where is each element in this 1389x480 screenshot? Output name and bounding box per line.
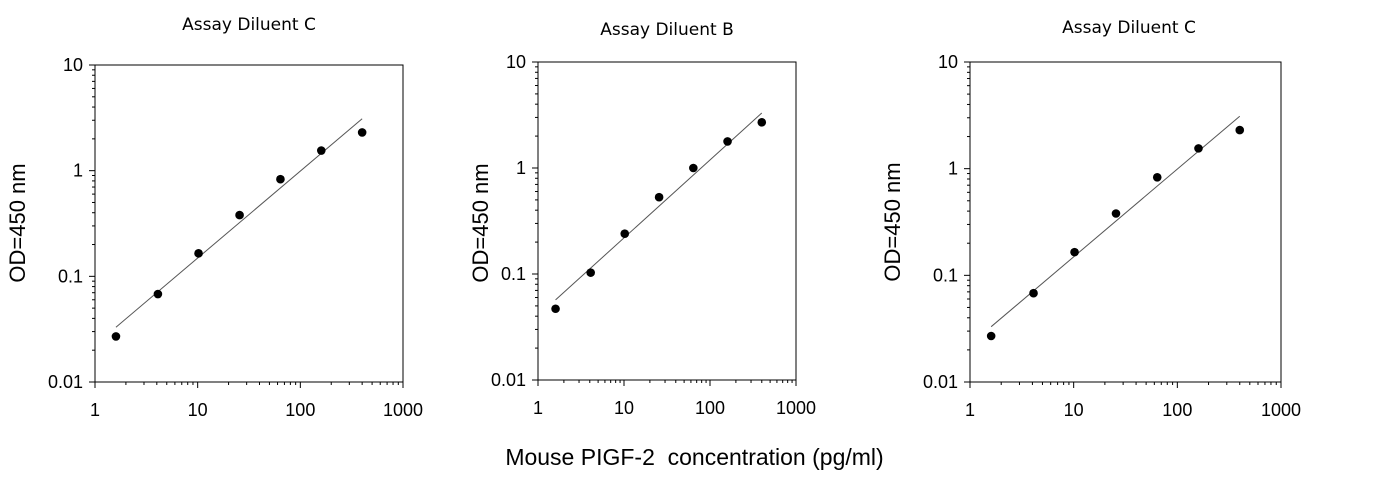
y-axis-label: OD=450 nm: [880, 162, 905, 281]
data-point: [1111, 209, 1121, 218]
y-tick-label: 1: [73, 161, 83, 181]
x-tick-label: 100: [1162, 400, 1192, 420]
data-point: [620, 229, 630, 238]
chart-title: Assay Diluent C: [1062, 18, 1196, 38]
data-point: [1152, 172, 1162, 182]
y-tick-label: 10: [506, 52, 526, 72]
data-point: [1070, 247, 1079, 257]
x-tick-label: 100: [285, 400, 315, 420]
data-point: [1029, 288, 1038, 298]
data-point: [1235, 125, 1245, 135]
plot-frame: [537, 61, 797, 381]
chart-1: Assay Diluent C OD=450 nm 1 10 100 1000 0.01 0.…: [5, 15, 423, 420]
data-point: [153, 289, 163, 299]
chart-3: Assay Diluent C OD=450 nm 1 10 100 1000 0.01 0.…: [880, 18, 1301, 420]
y-axis-label: OD=450 nm: [468, 163, 493, 282]
data-point: [194, 249, 203, 258]
data-point: [276, 174, 285, 184]
data-point: [357, 128, 367, 137]
x-tick-label: 1: [533, 398, 543, 418]
data-point: [586, 268, 595, 277]
x-tick-label: 10: [188, 400, 208, 420]
y-tick-label: 0.1: [501, 264, 526, 284]
plot-frame: [969, 61, 1282, 383]
y-tick-label: 0.01: [923, 372, 958, 392]
y-tick-label: 0.01: [48, 372, 83, 392]
x-tick-label: 1: [90, 400, 100, 420]
y-tick-label: 0.1: [58, 266, 83, 286]
y-tick-label: 1: [948, 159, 958, 179]
y-axis-label: OD=450 nm: [5, 163, 30, 282]
data-point: [986, 331, 996, 341]
chart-title: Assay Diluent B: [600, 20, 734, 40]
data-point: [235, 210, 244, 220]
y-tick-label: 1: [516, 158, 526, 178]
x-tick-label: 1000: [776, 398, 816, 418]
y-tick-label: 0.01: [491, 370, 526, 390]
x-tick-label: 10: [614, 398, 634, 418]
x-tick-label: 1000: [383, 400, 423, 420]
data-point: [1194, 144, 1203, 153]
y-tick-label: 10: [63, 55, 83, 75]
data-point: [316, 146, 326, 155]
data-point: [551, 304, 560, 314]
y-tick-label: 0.1: [933, 265, 958, 285]
x-tick-label: 1000: [1261, 400, 1301, 420]
chart-title: Assay Diluent C: [182, 15, 316, 35]
common-x-axis-label: Mouse PIGF-2 concentration (pg/ml): [505, 444, 884, 470]
y-tick-label: 10: [938, 52, 958, 72]
data-point: [723, 137, 732, 146]
data-point: [111, 332, 121, 341]
x-tick-label: 1: [965, 400, 975, 420]
x-tick-label: 100: [695, 398, 725, 418]
data-point: [654, 192, 664, 202]
data-point: [757, 117, 767, 127]
chart-2: Assay Diluent B OD=450 nm 1 10 100 1000 0.01 0.…: [468, 20, 816, 418]
data-point: [689, 163, 698, 173]
plot-frame: [94, 64, 404, 383]
x-tick-label: 10: [1064, 400, 1084, 420]
